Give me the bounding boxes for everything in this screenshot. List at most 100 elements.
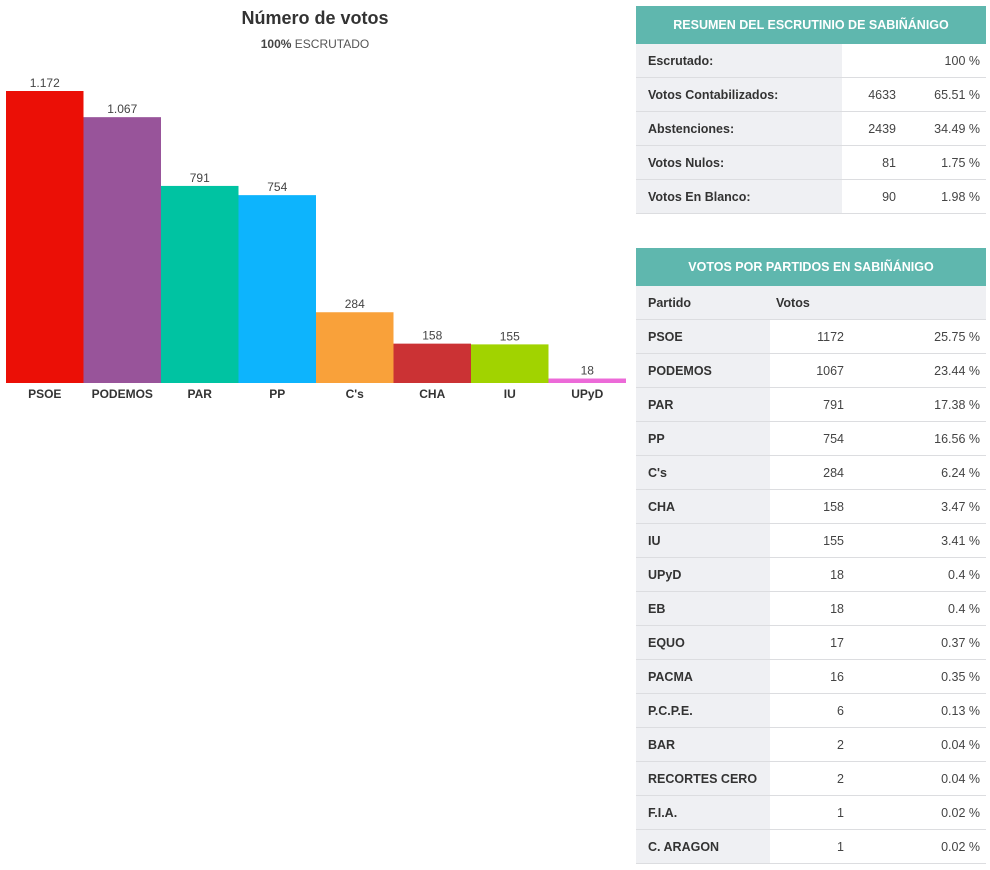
summary-row: Votos Nulos: 81 1.75 %	[636, 145, 986, 180]
party-name: PODEMOS	[636, 353, 770, 388]
summary-row: Votos En Blanco: 90 1.98 %	[636, 179, 986, 214]
col-party: Partido	[636, 286, 770, 320]
data-label: 18	[581, 364, 595, 378]
party-votes: 17	[770, 625, 850, 660]
category-label: PAR	[188, 387, 213, 401]
party-row: PSOE 1172 25.75 %	[636, 319, 986, 354]
category-label: PODEMOS	[92, 387, 153, 401]
summary-value: 2439	[842, 111, 902, 146]
party-votes: 158	[770, 489, 850, 524]
party-name: F.I.A.	[636, 795, 770, 830]
data-label: 791	[190, 171, 210, 185]
party-name: BAR	[636, 727, 770, 762]
summary-value: 4633	[842, 77, 902, 112]
bar-cs	[316, 312, 394, 383]
summary-label: Votos Contabilizados:	[636, 77, 842, 112]
party-pct: 0.02 %	[850, 829, 986, 864]
category-label: UPyD	[571, 387, 603, 401]
party-pct: 3.47 %	[850, 489, 986, 524]
party-row: F.I.A. 1 0.02 %	[636, 795, 986, 830]
party-votes: 2	[770, 761, 850, 796]
party-pct: 6.24 %	[850, 455, 986, 490]
party-row: BAR 2 0.04 %	[636, 727, 986, 762]
party-pct: 0.04 %	[850, 761, 986, 796]
party-votes: 18	[770, 591, 850, 626]
category-label: IU	[504, 387, 516, 401]
col-votes: Votos	[770, 286, 986, 320]
party-row: PODEMOS 1067 23.44 %	[636, 353, 986, 388]
party-pct: 0.04 %	[850, 727, 986, 762]
party-table-header: Partido Votos	[636, 286, 986, 320]
summary-pct: 100 %	[902, 44, 986, 78]
party-votes: 1172	[770, 319, 850, 354]
bar-upyd	[548, 378, 626, 383]
chart-title: Número de votos	[241, 8, 389, 28]
scrutinized-percent: 100%	[260, 37, 292, 51]
party-name: PP	[636, 421, 770, 456]
party-row: PACMA 16 0.35 %	[636, 659, 986, 694]
party-votes: 284	[770, 455, 850, 490]
party-row: C. ARAGON 1 0.02 %	[636, 829, 986, 864]
summary-title: RESUMEN DEL ESCRUTINIO DE SABIÑÁNIGO	[636, 6, 986, 44]
votes-chart: 1.172 PSOE 1.067 PODEMOS 791 PAR 754 PP 284 C's 15…	[0, 0, 630, 410]
party-name: PACMA	[636, 659, 770, 694]
bar-par	[161, 185, 239, 383]
chart-subtitle: 100% ESCRUTADO	[0, 37, 630, 51]
data-label: 158	[422, 329, 442, 343]
summary-row: Escrutado: 100 %	[636, 44, 986, 78]
party-row: PAR 791 17.38 %	[636, 387, 986, 422]
summary-value: 90	[842, 179, 902, 214]
party-row: RECORTES CERO 2 0.04 %	[636, 761, 986, 796]
party-name: P.C.P.E.	[636, 693, 770, 728]
party-pct: 0.4 %	[850, 591, 986, 626]
summary-row: Votos Contabilizados: 4633 65.51 %	[636, 77, 986, 112]
data-label: 155	[500, 329, 520, 343]
data-label: 1.067	[107, 102, 137, 116]
data-label: 1.172	[30, 76, 60, 90]
party-row: CHA 158 3.47 %	[636, 489, 986, 524]
party-name: C. ARAGON	[636, 829, 770, 864]
bar-psoe	[6, 91, 84, 383]
summary-pct: 1.98 %	[902, 179, 986, 214]
party-name: PAR	[636, 387, 770, 422]
party-pct: 0.13 %	[850, 693, 986, 728]
party-pct: 16.56 %	[850, 421, 986, 456]
summary-pct: 34.49 %	[902, 111, 986, 146]
party-name: UPyD	[636, 557, 770, 592]
bar-plot: 1.172 PSOE 1.067 PODEMOS 791 PAR 754 PP 284 C's 15…	[6, 76, 626, 401]
party-row: IU 155 3.41 %	[636, 523, 986, 558]
party-row: P.C.P.E. 6 0.13 %	[636, 693, 986, 728]
summary-label: Votos Nulos:	[636, 145, 842, 180]
scrutinized-label: ESCRUTADO	[294, 37, 370, 51]
party-name: IU	[636, 523, 770, 558]
party-name: RECORTES CERO	[636, 761, 770, 796]
party-pct: 25.75 %	[850, 319, 986, 354]
category-label: PSOE	[28, 387, 61, 401]
party-name: PSOE	[636, 319, 770, 354]
party-row: UPyD 18 0.4 %	[636, 557, 986, 592]
summary-table: RESUMEN DEL ESCRUTINIO DE SABIÑÁNIGO Esc…	[636, 6, 986, 214]
party-votes: 791	[770, 387, 850, 422]
party-row: EQUO 17 0.37 %	[636, 625, 986, 660]
bar-pp	[238, 195, 316, 383]
summary-label: Escrutado:	[636, 44, 842, 78]
summary-value	[842, 44, 902, 78]
party-name: EB	[636, 591, 770, 626]
party-votes: 754	[770, 421, 850, 456]
data-label: 754	[267, 180, 287, 194]
category-label: C's	[346, 387, 365, 401]
party-row: PP 754 16.56 %	[636, 421, 986, 456]
party-name: C's	[636, 455, 770, 490]
category-label: PP	[269, 387, 285, 401]
summary-label: Abstenciones:	[636, 111, 842, 146]
category-label: CHA	[419, 387, 445, 401]
summary-pct: 1.75 %	[902, 145, 986, 180]
party-votes: 2	[770, 727, 850, 762]
party-pct: 0.02 %	[850, 795, 986, 830]
bar-iu	[471, 344, 549, 383]
data-label: 284	[345, 297, 365, 311]
party-pct: 0.4 %	[850, 557, 986, 592]
party-votes: 6	[770, 693, 850, 728]
party-pct: 0.37 %	[850, 625, 986, 660]
party-name: CHA	[636, 489, 770, 524]
